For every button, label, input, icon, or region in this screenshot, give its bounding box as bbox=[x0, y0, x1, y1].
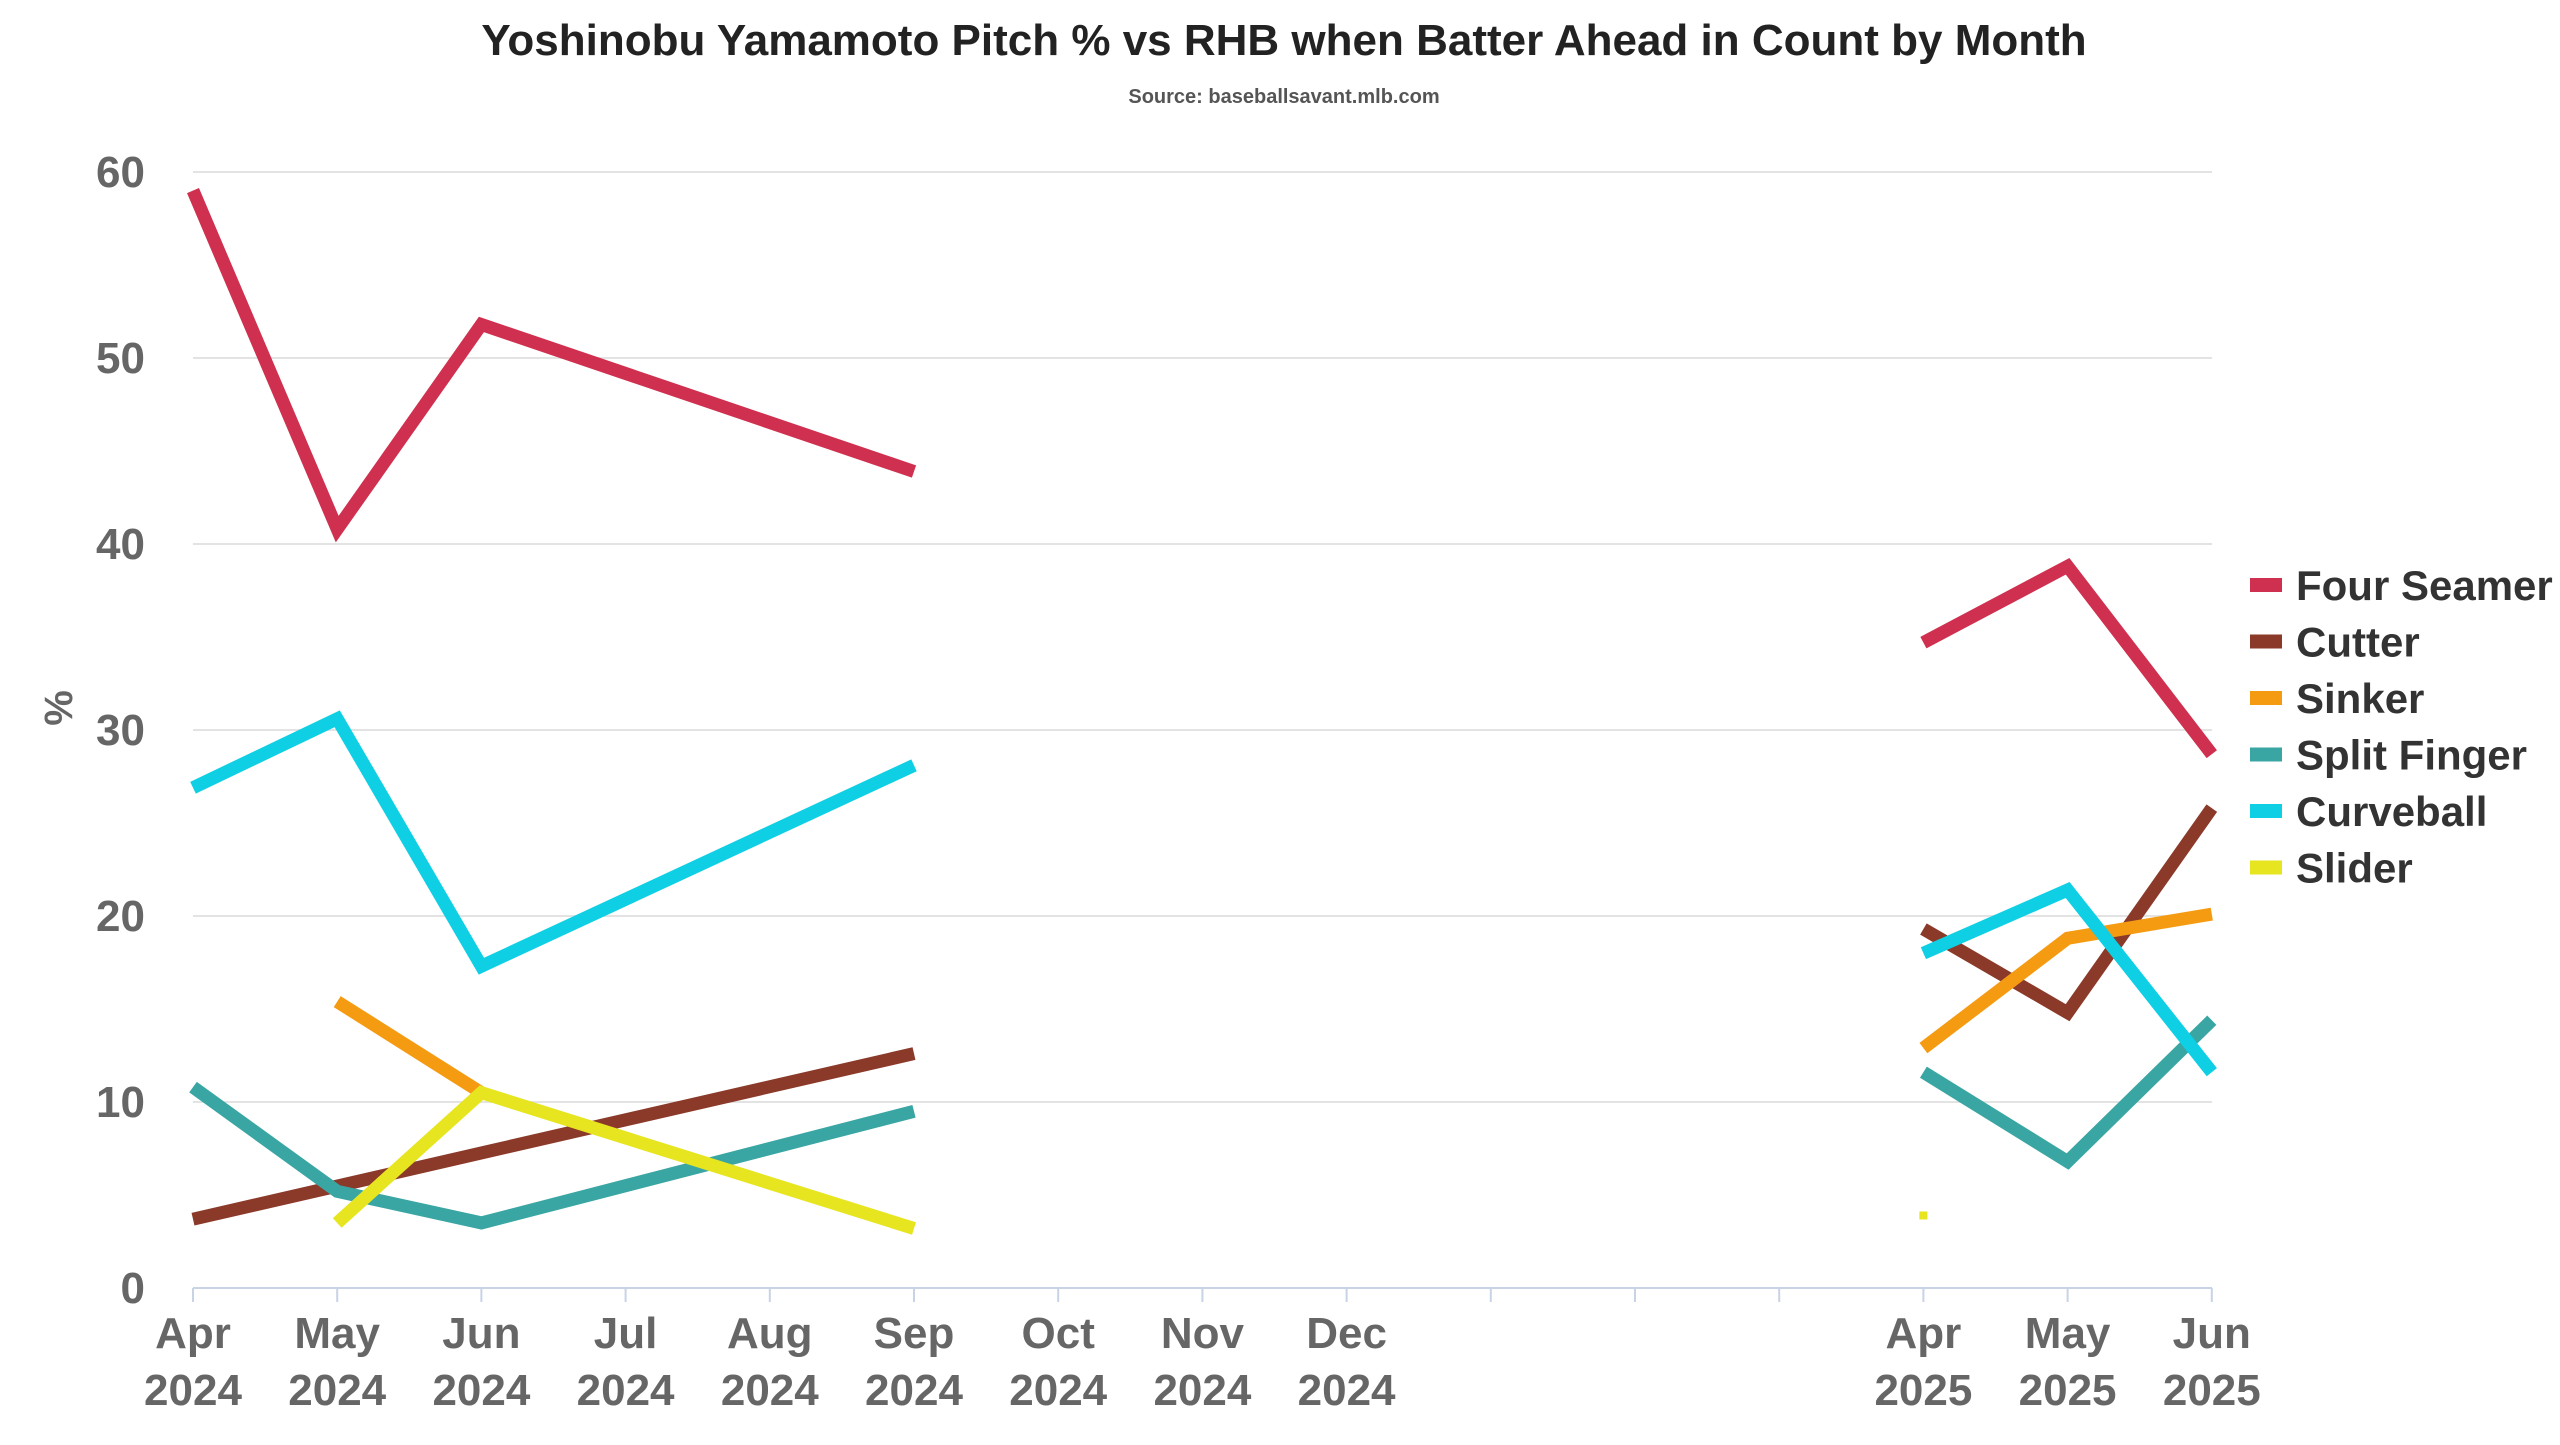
series-curveball bbox=[190, 710, 2217, 1077]
x-tick-year: 2025 bbox=[1874, 1366, 1972, 1415]
series-line bbox=[1920, 557, 2217, 759]
legend-label: Four Seamer bbox=[2296, 562, 2553, 609]
series-line bbox=[1919, 1015, 2217, 1170]
y-tick-label: 10 bbox=[96, 1078, 145, 1127]
series-line bbox=[189, 1081, 916, 1230]
legend-item: Split Finger bbox=[2250, 732, 2527, 779]
x-tick-month: May bbox=[2025, 1309, 2111, 1358]
x-tick-year: 2024 bbox=[432, 1366, 530, 1415]
y-axis-ticks: 0 10 20 30 40 50 60 bbox=[96, 148, 145, 1313]
legend: Four Seamer Cutter Sinker Split Finger Curve… bbox=[2250, 562, 2553, 892]
y-tick-label: 0 bbox=[121, 1264, 145, 1313]
x-axis: Apr 2024 May 2024 Jun 2024 Jul 2024 Aug 2024 Sep 20… bbox=[144, 1287, 2261, 1415]
x-tick-month: May bbox=[294, 1309, 380, 1358]
legend-label: Curveball bbox=[2296, 788, 2487, 835]
gridlines bbox=[193, 171, 2212, 1103]
x-tick-year: 2024 bbox=[721, 1366, 819, 1415]
y-tick-label: 50 bbox=[96, 334, 145, 383]
legend-label: Sinker bbox=[2296, 675, 2424, 722]
legend-item: Cutter bbox=[2250, 619, 2420, 666]
x-tick-year: 2024 bbox=[1298, 1366, 1396, 1415]
legend-item: Curveball bbox=[2250, 788, 2487, 835]
x-tick-year: 2025 bbox=[2163, 1366, 2261, 1415]
legend-label: Split Finger bbox=[2296, 732, 2527, 779]
chart-title: Yoshinobu Yamamoto Pitch % vs RHB when B… bbox=[481, 16, 2086, 65]
y-tick-label: 30 bbox=[96, 706, 145, 755]
x-tick-month: Dec bbox=[1306, 1309, 1387, 1358]
x-tick-year: 2024 bbox=[1153, 1366, 1251, 1415]
x-tick-year: 2024 bbox=[1009, 1366, 1107, 1415]
x-tick-month: Apr bbox=[155, 1309, 231, 1358]
legend-swatch bbox=[2250, 691, 2282, 705]
series-line bbox=[333, 996, 485, 1099]
series-line bbox=[187, 188, 917, 543]
x-tick-month: Jun bbox=[442, 1309, 520, 1358]
series-sinker bbox=[333, 907, 2213, 1099]
series-line bbox=[1920, 882, 2217, 1077]
y-tick-label: 60 bbox=[96, 148, 145, 197]
series-cutter bbox=[191, 804, 2218, 1226]
x-tick-year: 2024 bbox=[577, 1366, 675, 1415]
legend-item: Sinker bbox=[2250, 675, 2424, 722]
series-slider bbox=[332, 1085, 1928, 1235]
legend-item: Four Seamer bbox=[2250, 562, 2553, 609]
series-lines bbox=[187, 188, 2218, 1235]
x-tick-year: 2024 bbox=[865, 1366, 963, 1415]
legend-swatch bbox=[2250, 634, 2282, 649]
series-split-finger bbox=[189, 1015, 2217, 1230]
series-line bbox=[190, 710, 917, 975]
series-point bbox=[1919, 1211, 1928, 1220]
x-tick-year: 2024 bbox=[144, 1366, 242, 1415]
series-line bbox=[191, 1047, 916, 1226]
y-tick-label: 40 bbox=[96, 520, 145, 569]
x-tick-month: Jul bbox=[594, 1309, 658, 1358]
legend-label: Cutter bbox=[2296, 619, 2420, 666]
legend-swatch bbox=[2250, 860, 2282, 875]
series-line bbox=[332, 1085, 916, 1235]
legend-swatch bbox=[2250, 578, 2282, 592]
chart-subtitle: Source: baseballsavant.mlb.com bbox=[1128, 86, 1439, 108]
x-tick-month: Apr bbox=[1886, 1309, 1962, 1358]
legend-label: Slider bbox=[2296, 845, 2413, 892]
legend-swatch bbox=[2250, 804, 2282, 818]
x-tick-year: 2024 bbox=[288, 1366, 386, 1415]
x-tick-month: Sep bbox=[874, 1309, 955, 1358]
series-four-seamer bbox=[187, 188, 2217, 759]
x-tick-month: Aug bbox=[727, 1309, 813, 1358]
legend-swatch bbox=[2250, 747, 2282, 762]
x-tick-month: Nov bbox=[1161, 1309, 1245, 1358]
series-line bbox=[1919, 907, 2213, 1054]
series-line bbox=[1920, 804, 2218, 1022]
x-tick-month: Oct bbox=[1022, 1309, 1096, 1358]
y-axis-label: % bbox=[37, 690, 81, 726]
x-tick-month: Jun bbox=[2173, 1309, 2251, 1358]
y-tick-label: 20 bbox=[96, 892, 145, 941]
legend-item: Slider bbox=[2250, 845, 2413, 892]
x-tick-year: 2025 bbox=[2019, 1366, 2117, 1415]
